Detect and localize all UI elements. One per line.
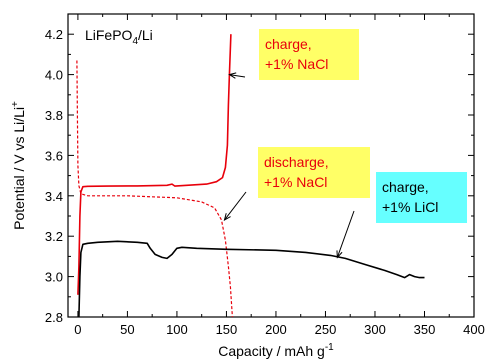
annotation-text-charge-licl: +1% LiCl [382,199,438,215]
x-tick-label: 150 [216,322,238,337]
series-line-3 [78,240,425,318]
annotation-arrowhead-discharge-nacl [223,213,231,222]
annotation-text-discharge-nacl: discharge, [264,154,329,170]
x-tick-label: 400 [463,322,485,337]
series-layer [76,34,425,318]
x-tick-label: 250 [315,322,337,337]
y-tick-label: 3.2 [45,229,63,244]
y-axis-label: Potential / V vs Li/Li+ [10,101,27,230]
annotation-arrow-charge-licl [336,210,355,258]
y-tick-label: 3.4 [45,189,63,204]
plot-frame [67,13,475,318]
annotation-text-discharge-nacl: +1% NaCl [264,174,327,190]
annotation-box-charge-nacl [259,29,359,80]
y-tick-label: 3.6 [45,148,63,163]
annotation-text-charge-licl: charge, [382,179,429,195]
annotation-arrowhead-charge-nacl [228,72,237,79]
y-tick-label: 3.0 [45,270,63,285]
annotation-arrowhead-charge-licl [336,250,343,259]
inset-label: LiFePO4/Li [85,27,153,47]
annotation-arrow-charge-nacl [229,74,246,78]
annotations: charge, +1% NaCl discharge, +1% NaCl charge,… [223,29,467,259]
x-axis-label: Capacity / mAh g-1 [218,342,334,359]
series-line-2 [76,60,233,318]
annotation-arrow-discharge-nacl [224,191,247,221]
y-tick-label: 2.8 [45,310,63,325]
x-tick-label: 100 [166,322,188,337]
series-line-1 [77,34,232,295]
axes: 0 50 100 150 200 250 300 350 400 2.8 3.0 3.2 3.4 3.6 3… [45,13,485,337]
x-tick-label: 50 [120,322,134,337]
x-tick-label: 0 [74,322,81,337]
x-tick-label: 300 [364,322,386,337]
y-tick-label: 3.8 [45,108,63,123]
annotation-text-charge-nacl: charge, [265,36,312,52]
x-tick-label: 200 [265,322,287,337]
y-tick-label: 4.2 [45,27,63,42]
annotation-box-discharge-nacl [258,147,370,198]
x-tick-label: 350 [414,322,436,337]
annotation-box-charge-licl [376,172,467,223]
y-tick-label: 4.0 [45,68,63,83]
annotation-text-charge-nacl: +1% NaCl [265,56,328,72]
